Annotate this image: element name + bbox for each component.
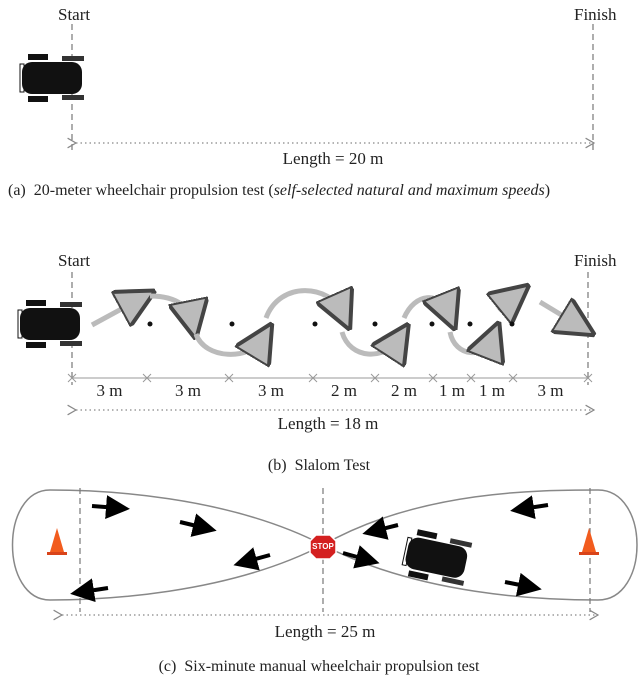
length-label: Length = 18 m bbox=[278, 414, 379, 433]
segment-label: 1 m bbox=[479, 381, 505, 400]
segment-label: 1 m bbox=[439, 381, 465, 400]
cones bbox=[148, 322, 515, 327]
start-label: Start bbox=[58, 5, 90, 24]
slalom-path bbox=[92, 291, 578, 355]
caption-italic: self-selected natural and maximum speeds bbox=[274, 182, 545, 199]
traffic-cone bbox=[47, 528, 67, 555]
start-label: Start bbox=[58, 251, 90, 270]
segment-label: 3 m bbox=[97, 381, 123, 400]
caption-label: (a) bbox=[8, 182, 26, 199]
caption-label: (b) bbox=[268, 457, 287, 474]
caption: (a) 20-meter wheelchair propulsion test … bbox=[8, 180, 628, 201]
stop-text: STOP bbox=[312, 542, 334, 551]
caption-text: Slalom Test bbox=[295, 457, 370, 474]
segment-label: 3 m bbox=[538, 381, 564, 400]
traffic-cone bbox=[579, 528, 599, 555]
diagram: Start Finish Length = 20 m Start Finish … bbox=[0, 0, 638, 684]
wheelchair bbox=[20, 54, 84, 102]
segment-label: 3 m bbox=[175, 381, 201, 400]
finish-label: Finish bbox=[574, 251, 617, 270]
segment-label: 2 m bbox=[331, 381, 357, 400]
caption: (c) Six-minute manual wheelchair propuls… bbox=[0, 656, 638, 677]
caption-text: 20-meter wheelchair propulsion test ( bbox=[34, 182, 274, 199]
caption-text: Six-minute manual wheelchair propulsion … bbox=[184, 658, 479, 675]
length-label: Length = 25 m bbox=[275, 622, 376, 641]
length-label: Length = 20 m bbox=[283, 149, 384, 168]
caption-label: (c) bbox=[159, 658, 177, 675]
segment-label: 2 m bbox=[391, 381, 417, 400]
caption-end: ) bbox=[545, 182, 550, 199]
caption: (b) Slalom Test bbox=[0, 455, 638, 476]
finish-label: Finish bbox=[574, 5, 617, 24]
figure: Start Finish Length = 20 m Start Finish … bbox=[0, 0, 638, 684]
segment-label: 3 m bbox=[258, 381, 284, 400]
